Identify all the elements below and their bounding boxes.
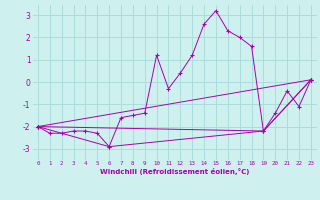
- X-axis label: Windchill (Refroidissement éolien,°C): Windchill (Refroidissement éolien,°C): [100, 168, 249, 175]
